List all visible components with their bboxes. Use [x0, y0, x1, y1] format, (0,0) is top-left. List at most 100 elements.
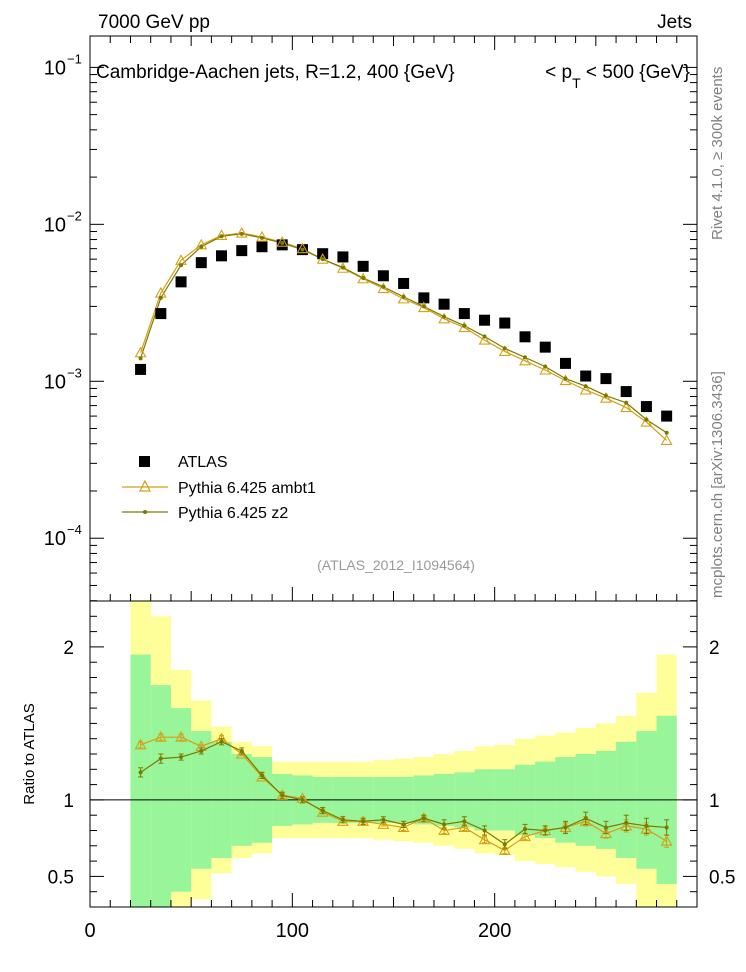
atlas-data-point	[337, 251, 349, 263]
ambt1-data-point	[478, 333, 491, 345]
ratio-z2-point	[563, 825, 568, 830]
ambt1-data-point	[357, 272, 370, 284]
legend-atlas-marker	[139, 456, 150, 467]
ratio-z2-point	[421, 816, 426, 821]
ratio-ambt1-point	[154, 731, 167, 742]
main-panel: 10−110−210−310−4 Cambridge-Aachen jets, …	[44, 35, 698, 602]
ratio-ambt1-point	[134, 738, 147, 750]
ratio-y-tick-label-right: 1	[709, 791, 720, 812]
z2-data-point	[563, 376, 568, 381]
ambt1-data-point	[316, 253, 329, 264]
ratio-ambt1-point	[660, 835, 673, 846]
ratio-z2-point	[259, 773, 264, 778]
legend-atlas-label: ATLAS	[178, 454, 228, 471]
ratio-ambt1-point	[438, 824, 451, 836]
ratio-ambt1-point	[175, 731, 187, 742]
z2-data-point	[138, 356, 143, 361]
ratio-series-layer	[134, 731, 673, 855]
atlas-data-point	[398, 277, 410, 289]
atlas-data-point	[438, 298, 450, 310]
ratio-z2-point	[664, 825, 669, 830]
atlas-data-point	[580, 370, 592, 382]
main-y-tick-exponent: −3	[67, 365, 82, 380]
atlas-data-point	[155, 308, 167, 320]
main-y-tick-label: 10	[44, 214, 66, 236]
ratio-ambt1-point	[458, 821, 471, 832]
ratio-ambt1-point	[276, 789, 289, 800]
mcplots-label: mcplots.cern.ch [arXiv:1306.3436]	[709, 371, 726, 598]
atlas-data-point	[661, 410, 673, 422]
ambt1-data-point	[498, 345, 511, 356]
ambt1-data-point	[256, 230, 268, 242]
z2-data-point	[259, 235, 264, 240]
ratio-panel: 0.5 0.5 1 1 2 2 0 100 200 Ratio to ATLAS	[21, 600, 735, 942]
plot-title-right: < pT < 500 {GeV}	[545, 62, 690, 91]
ratio-ambt1-point	[336, 815, 349, 826]
atlas-data-point	[539, 341, 551, 353]
atlas-data-point	[377, 270, 389, 282]
z2-data-point	[320, 257, 325, 262]
ratio-ambt1-point	[377, 818, 390, 829]
z2-data-point	[502, 346, 507, 351]
legend: ATLAS Pythia 6.425 ambt1 Pythia 6.425 z2	[122, 454, 316, 522]
z2-data-point	[462, 323, 467, 328]
ratio-z2-point	[361, 819, 366, 824]
ratio-z2-point	[381, 817, 386, 822]
ratio-y-tick-label-right: 2	[709, 638, 720, 659]
main-series-layer	[134, 226, 673, 445]
ratio-z2-point	[502, 842, 507, 847]
ratio-ambt1-point	[498, 844, 511, 855]
z2-data-point	[340, 265, 345, 270]
main-y-tick-exponent: −1	[67, 51, 82, 66]
ambt1-data-point	[519, 354, 531, 366]
ratio-z2-point	[300, 797, 305, 802]
z2-data-point	[401, 294, 406, 299]
ratio-y-tick-label-right: 0.5	[709, 867, 735, 888]
z2-data-point	[179, 263, 184, 268]
z2-data-point	[583, 384, 588, 389]
x-tick-label: 0	[84, 920, 95, 942]
ratio-z2-point	[401, 822, 406, 827]
ratio-z2-point	[543, 828, 548, 833]
legend-ambt1-marker	[139, 479, 151, 492]
z2-data-point	[442, 314, 447, 319]
ratio-z2-point	[138, 770, 143, 775]
atlas-data-point	[135, 363, 147, 375]
ratio-axis-ticks	[89, 615, 698, 907]
ratio-z2-point	[158, 756, 163, 761]
ambt1-data-point	[215, 229, 228, 240]
ratio-ambt1-point	[579, 815, 592, 826]
atlas-data-point	[519, 331, 531, 343]
z2-data-point	[199, 244, 204, 249]
ratio-z2-point	[482, 828, 487, 833]
ratio-ambt1-point	[417, 812, 430, 823]
ratio-y-tick-label: 1	[63, 791, 74, 812]
ratio-ambt1-point	[256, 770, 268, 782]
ambt1-data-point	[579, 383, 592, 395]
z2-data-point	[664, 430, 669, 435]
ratio-z2-point	[199, 748, 204, 753]
ambt1-data-point	[276, 236, 289, 247]
z2-data-point	[523, 355, 528, 360]
atlas-data-point	[499, 317, 511, 329]
rivet-version-label: Rivet 4.1.0, ≥ 300k events	[709, 67, 726, 240]
ambt1-data-point	[660, 434, 673, 445]
plot-title: Cambridge-Aachen jets, R=1.2, 400 {GeV}	[96, 62, 455, 83]
atlas-data-point	[175, 276, 187, 288]
z2-data-point	[543, 364, 548, 369]
ambt1-data-point	[539, 363, 552, 375]
z2-data-point	[421, 304, 426, 309]
ratio-y-tick-label: 2	[63, 638, 74, 659]
header-left-label: 7000 GeV pp	[98, 12, 210, 33]
main-y-tick-label: 10	[44, 528, 66, 550]
atlas-data-point	[418, 292, 430, 304]
ratio-y-tick-label: 0.5	[48, 867, 74, 888]
x-tick-label: 100	[276, 920, 309, 942]
ratio-z2-point	[442, 822, 447, 827]
z2-data-point	[239, 231, 244, 236]
z2-data-point	[381, 284, 386, 289]
atlas-data-point	[195, 257, 207, 269]
z2-data-point	[361, 276, 366, 281]
ambt1-data-point	[296, 242, 309, 254]
ratio-ambt1-point	[519, 830, 531, 842]
